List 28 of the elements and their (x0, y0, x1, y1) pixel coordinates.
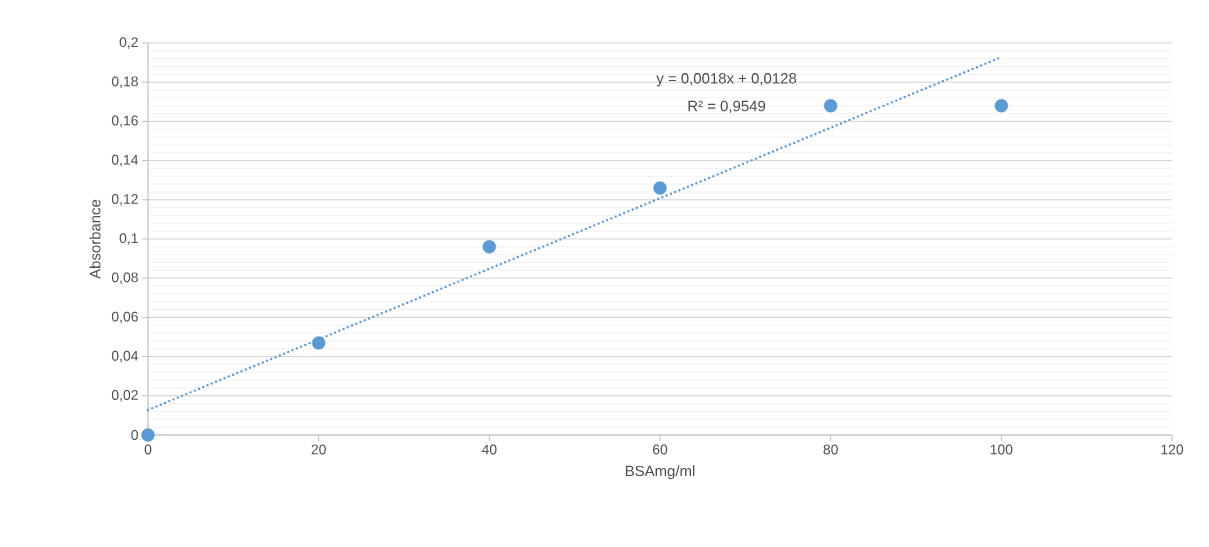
point (311, 336, 326, 350)
x-tick-label: 40 (481, 444, 497, 455)
x-tick-label: 60 (652, 444, 668, 455)
x-axis-title: BSAmg/ml (625, 465, 695, 480)
y-tick-label: 0,04 (111, 350, 139, 363)
y-tick-label: 0,12 (111, 194, 138, 206)
y-tick-label: 0,14 (111, 154, 139, 167)
point (653, 181, 667, 195)
y-tick-label: 0,16 (111, 115, 138, 128)
y-tick-label: 0,08 (111, 272, 138, 284)
x-tick-label: 80 (823, 444, 838, 455)
y-tick-label: 0,02 (111, 390, 138, 402)
x-tick-label: 0 (144, 444, 152, 455)
y-tick-label: 0,18 (111, 76, 138, 88)
point (141, 428, 155, 442)
annotation: y = 0,0018x + 0,0128 (656, 73, 797, 87)
x-tick-label: 20 (311, 444, 326, 455)
y-axis-title: Absorbance (89, 199, 101, 279)
point (482, 240, 497, 254)
x-tick-label: 100 (990, 444, 1013, 455)
annotation: R² = 0,9549 (688, 100, 766, 114)
x-tick-label: 120 (1161, 444, 1184, 455)
y-tick-label: 0,1 (119, 233, 138, 245)
y-tick-label: 0,2 (119, 37, 138, 49)
y-tick-label: 0 (131, 430, 138, 440)
point (823, 99, 838, 113)
y-tick-label: 0,06 (111, 311, 138, 324)
point (994, 99, 1009, 113)
